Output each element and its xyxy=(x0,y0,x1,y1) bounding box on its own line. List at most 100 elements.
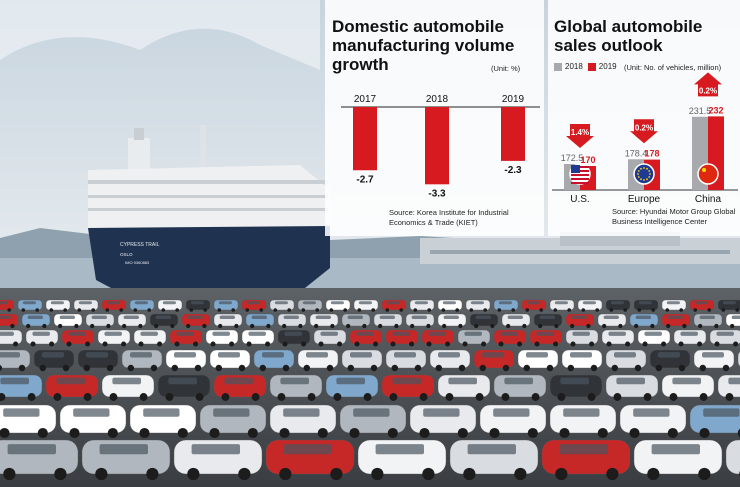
car xyxy=(21,313,51,329)
car xyxy=(465,299,491,312)
bar-2019 xyxy=(501,107,525,161)
chart-source: Source: Hyundai Motor Group Global Busin… xyxy=(612,207,736,226)
car xyxy=(437,374,491,401)
car xyxy=(73,299,99,312)
manufacturing-growth-chart: 2017 -2.7 2018 -3.3 2019 -2.3 xyxy=(341,94,540,199)
car xyxy=(689,299,715,312)
car xyxy=(0,439,79,481)
chart-title: Domestic automobile manufacturing volume… xyxy=(332,17,515,74)
car xyxy=(421,329,455,347)
bar-value-label: -2.7 xyxy=(356,174,374,185)
bar-2018 xyxy=(425,107,449,185)
car xyxy=(629,313,659,329)
car xyxy=(77,349,119,372)
car xyxy=(549,404,617,439)
car xyxy=(205,329,239,347)
car xyxy=(277,329,311,347)
car xyxy=(693,313,723,329)
bar-value-label: 170 xyxy=(580,155,595,165)
car xyxy=(185,299,211,312)
car xyxy=(405,313,435,329)
car xyxy=(45,299,71,312)
car-carrier-ship: CYPRESS TRAIL OSLO IMO 9360883 xyxy=(88,125,330,298)
chart-unit: (Unit: No. of vehicles, million) xyxy=(624,63,722,72)
car xyxy=(0,299,15,312)
parked-cars xyxy=(0,299,740,481)
car xyxy=(25,329,59,347)
legend-swatch-2018 xyxy=(554,62,562,71)
bar-value-label: 178.4 xyxy=(625,148,648,158)
car xyxy=(277,313,307,329)
car xyxy=(661,313,691,329)
eu-flag-icon xyxy=(633,163,655,185)
car xyxy=(605,299,631,312)
car xyxy=(479,404,547,439)
car xyxy=(549,299,575,312)
manufacturing-chart-panel: Domestic automobile manufacturing volume… xyxy=(325,0,544,236)
legend-swatch-2019 xyxy=(587,62,596,71)
car xyxy=(533,313,563,329)
bar-value-label: 172.5 xyxy=(561,153,584,163)
car xyxy=(81,439,171,481)
car xyxy=(565,313,595,329)
car xyxy=(0,404,57,439)
car xyxy=(133,329,167,347)
car xyxy=(199,404,267,439)
car xyxy=(341,349,383,372)
car xyxy=(619,404,687,439)
clouds xyxy=(0,0,320,70)
chart-unit: (Unit: %) xyxy=(491,64,521,73)
car xyxy=(33,349,75,372)
car xyxy=(409,404,477,439)
car xyxy=(0,374,43,401)
down-arrow-icon xyxy=(566,124,594,148)
car xyxy=(309,313,339,329)
car xyxy=(17,299,43,312)
bar-value-label: -2.3 xyxy=(504,165,522,176)
car xyxy=(149,313,179,329)
category-tick-label: 2019 xyxy=(502,94,525,105)
car xyxy=(693,349,735,372)
car xyxy=(357,439,447,481)
car xyxy=(349,329,383,347)
car xyxy=(59,404,127,439)
car xyxy=(541,439,631,481)
car xyxy=(493,329,527,347)
car xyxy=(269,374,323,401)
car xyxy=(577,299,603,312)
car xyxy=(429,349,471,372)
car xyxy=(253,349,295,372)
car xyxy=(633,439,723,481)
change-label: 0.2% xyxy=(699,86,717,95)
car xyxy=(725,313,740,329)
car xyxy=(157,374,211,401)
car xyxy=(385,349,427,372)
car xyxy=(325,374,379,401)
change-label: 1.4% xyxy=(571,128,589,137)
car xyxy=(101,374,155,401)
category-tick-label: China xyxy=(695,194,722,205)
category-tick-label: Europe xyxy=(628,194,661,205)
up-arrow-icon xyxy=(694,72,722,97)
car xyxy=(121,349,163,372)
car xyxy=(597,313,627,329)
bar-value-label: 178 xyxy=(644,149,659,159)
car xyxy=(0,349,31,372)
car xyxy=(565,329,599,347)
car xyxy=(241,299,267,312)
category-tick-label: 2017 xyxy=(354,94,377,105)
car xyxy=(517,349,559,372)
car xyxy=(165,349,207,372)
down-arrow-icon xyxy=(630,119,658,144)
car xyxy=(493,299,519,312)
car xyxy=(213,299,239,312)
car xyxy=(241,329,275,347)
car xyxy=(437,313,467,329)
car xyxy=(689,404,740,439)
car xyxy=(449,439,539,481)
car xyxy=(297,349,339,372)
car xyxy=(129,299,155,312)
car xyxy=(213,313,243,329)
car xyxy=(341,313,371,329)
car xyxy=(717,374,740,401)
